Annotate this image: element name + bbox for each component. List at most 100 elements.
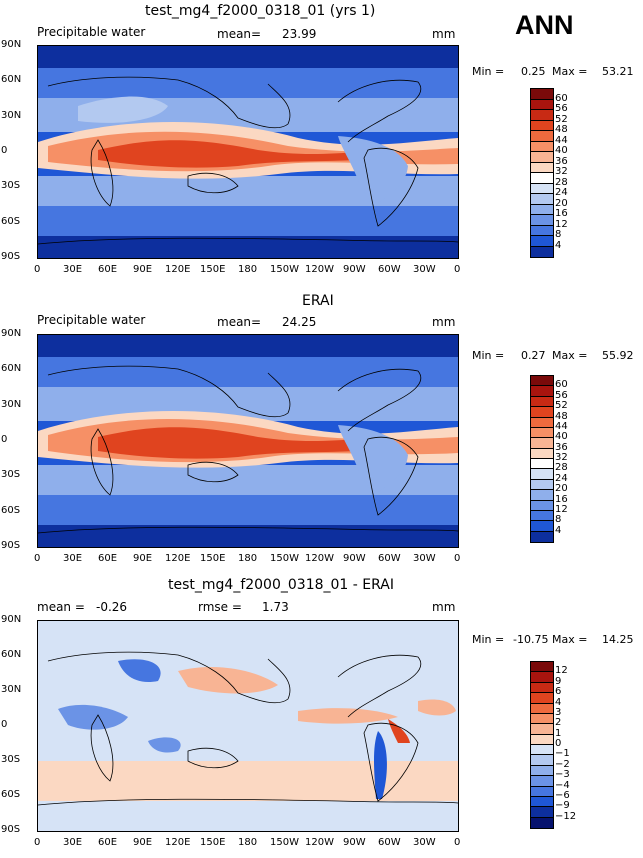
panel3-colorbar-swatch [531,682,553,694]
panel2-colorbar-label: 48 [555,410,568,422]
panel1-colorbar-label: 52 [555,113,568,125]
panel1-colorbar-swatch [531,204,553,215]
panel1-x-tick: 0 [34,264,41,275]
panel3-min-value: -10.75 [513,633,549,646]
panel2-max-value: 55.92 [602,349,634,362]
panel3-colorbar-swatch [531,713,553,725]
panel3-colorbar-label: −12 [555,810,577,822]
panel1-map [37,45,459,259]
panel3-colorbar-swatch [531,734,553,745]
panel2-mean-label: mean= [217,315,262,329]
panel3-colorbar-label: −4 [555,779,570,791]
panel2-colorbar-label: 44 [555,420,568,432]
panel1-x-tick: 30E [63,264,83,275]
panel2-colorbar-label: 16 [555,493,568,505]
panel2-x-tick: 0 [454,553,461,564]
panel1-y-tick: 30N [1,109,22,121]
panel2-units: mm [432,315,456,329]
panel3-colorbar-label: 1 [555,727,562,739]
panel2-y-tick: 30N [1,398,22,410]
panel2-colorbar-label: 28 [555,462,568,474]
panel2-colorbar-swatch [531,510,553,522]
panel2-colorbar-label: 8 [555,514,562,526]
panel2-map [37,334,459,548]
panel1-max-value: 53.21 [602,65,634,78]
panel2-colorbar-label: 4 [555,524,562,536]
panel3-mean-label: mean = [37,600,85,614]
panel2-max-label: Max = [552,349,588,362]
panel3-map [37,620,459,832]
panel3-units: mm [432,600,456,614]
panel3-colorbar-label: 4 [555,696,562,708]
panel3-x-tick: 180 [238,837,258,848]
panel1-colorbar-swatch [531,162,553,173]
panel3-y-tick: 60N [1,649,22,660]
panel2-colorbar-label: 32 [555,452,568,463]
panel1-min-label: Min = [472,65,505,78]
panel2-y-tick: 90S [1,540,21,551]
panel2-x-tick: 0 [34,553,41,564]
panel2-x-tick: 90E [133,553,153,564]
panel2-mean-value: 24.25 [282,315,317,329]
panel1-colorbar-swatch [531,152,553,163]
panel1-map-field [38,46,458,258]
panel3-x-tick: 30W [413,837,436,848]
panel3-title: test_mg4_f2000_0318_01 - ERAI [168,577,394,593]
panel2-x-tick: 180 [238,553,258,564]
panel3-y-tick: 90N [1,614,22,625]
panel3-y-tick: 30S [1,754,21,765]
panel3-y-tick: 0 [1,719,8,730]
panel3-colorbar-swatch [531,672,553,683]
panel1-colorbar-label: 20 [555,197,568,209]
panel3-rmse-value: 1.73 [262,600,289,614]
panel1-colorbar-swatch [531,99,553,110]
panel2-colorbar-swatch [531,376,553,387]
panel3-y-tick: 30N [1,684,22,695]
panel3-colorbar-label: −1 [555,748,570,760]
panel2-colorbar-swatch [531,479,553,491]
panel1-y-tick: 90N [1,39,22,50]
panel2-x-tick: 60E [98,553,118,564]
panel1-x-tick: 60E [98,264,118,275]
panel1-colorbar-label: 32 [555,166,568,177]
panel3-colorbar-swatch [531,817,553,828]
panel3-mean-value: -0.26 [96,600,128,614]
panel2-colorbar-label: 60 [555,379,568,391]
panel2-colorbar-swatch [531,490,553,501]
panel1-colorbar-label: 8 [555,229,562,240]
panel3-x-tick: 90W [343,837,366,848]
panel1-colorbar-swatch [531,183,553,194]
panel2-y-tick: 0 [1,434,8,445]
panel2-title: ERAI [302,293,334,309]
panel3-colorbar-swatch [531,724,553,735]
panel2-y-tick: 90N [1,328,22,339]
panel1-y-tick: 90S [1,251,21,262]
panel3-colorbar-label: −2 [555,758,570,770]
panel3-colorbar-swatch [531,745,553,756]
panel3-colorbar-swatch [531,755,553,766]
panel2-colorbar-swatch [531,459,553,470]
panel3-rmse-label: rmse = [198,600,242,614]
panel3-colorbar-swatch [531,807,553,818]
panel3-colorbar-label: 12 [555,665,568,677]
panel1-y-tick: 30S [1,180,21,192]
panel3-x-tick: 0 [34,837,41,848]
panel2-colorbar-swatch [531,448,553,459]
panel1-y-tick: 60S [1,215,21,227]
panel1-colorbar [530,88,554,258]
panel2-variable-label: Precipitable water [37,313,146,327]
panel1-colorbar-label: 16 [555,208,568,219]
panel1-x-tick: 120E [165,264,191,275]
season-label: ANN [515,10,574,40]
panel1-colorbar-swatch [531,236,553,247]
panel1-colorbar-label: 44 [555,134,568,146]
panel1-units: mm [432,27,456,41]
panel3-y-tick: 60S [1,789,21,800]
panel3-colorbar-label: 6 [555,686,562,698]
panel3-x-tick: 30E [63,837,83,848]
panel3-colorbar-label: −9 [555,800,570,812]
panel1-variable-label: Precipitable water [37,25,146,39]
panel3-x-tick: 60W [378,837,401,848]
panel3-map-field [38,621,458,831]
panel2-colorbar [530,375,554,543]
